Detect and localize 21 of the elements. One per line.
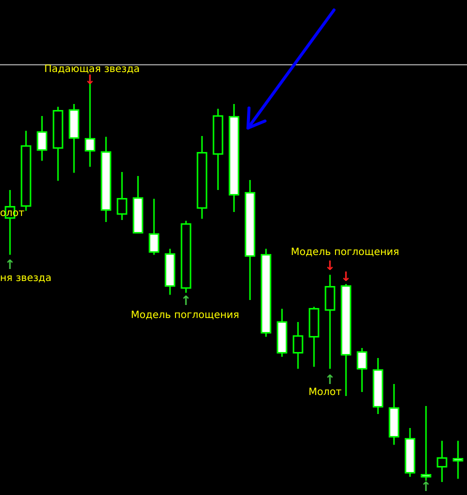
annotation: ↓	[84, 73, 96, 88]
annotation: ня звезда	[0, 273, 52, 284]
candlestick	[452, 440, 464, 480]
candlestick	[292, 321, 304, 370]
candlestick	[148, 198, 160, 256]
candlestick	[420, 405, 432, 482]
annotation: ↑	[180, 294, 192, 309]
text: Падающая звезда	[44, 64, 140, 75]
candlestick	[356, 347, 368, 393]
candlestick	[436, 440, 448, 483]
annotation: ↑	[420, 480, 432, 495]
candlestick	[324, 274, 336, 370]
annotation: Модель поглощения	[290, 247, 400, 258]
annotation: ↓	[340, 270, 352, 285]
annotation: Молот	[308, 387, 342, 398]
candlestick	[36, 115, 48, 162]
annotation: Модель поглощения	[130, 310, 240, 321]
candlestick	[116, 171, 128, 221]
annotation: ↑	[324, 373, 336, 388]
annotation: ↑	[4, 258, 16, 273]
annotation: ↓	[324, 259, 336, 274]
